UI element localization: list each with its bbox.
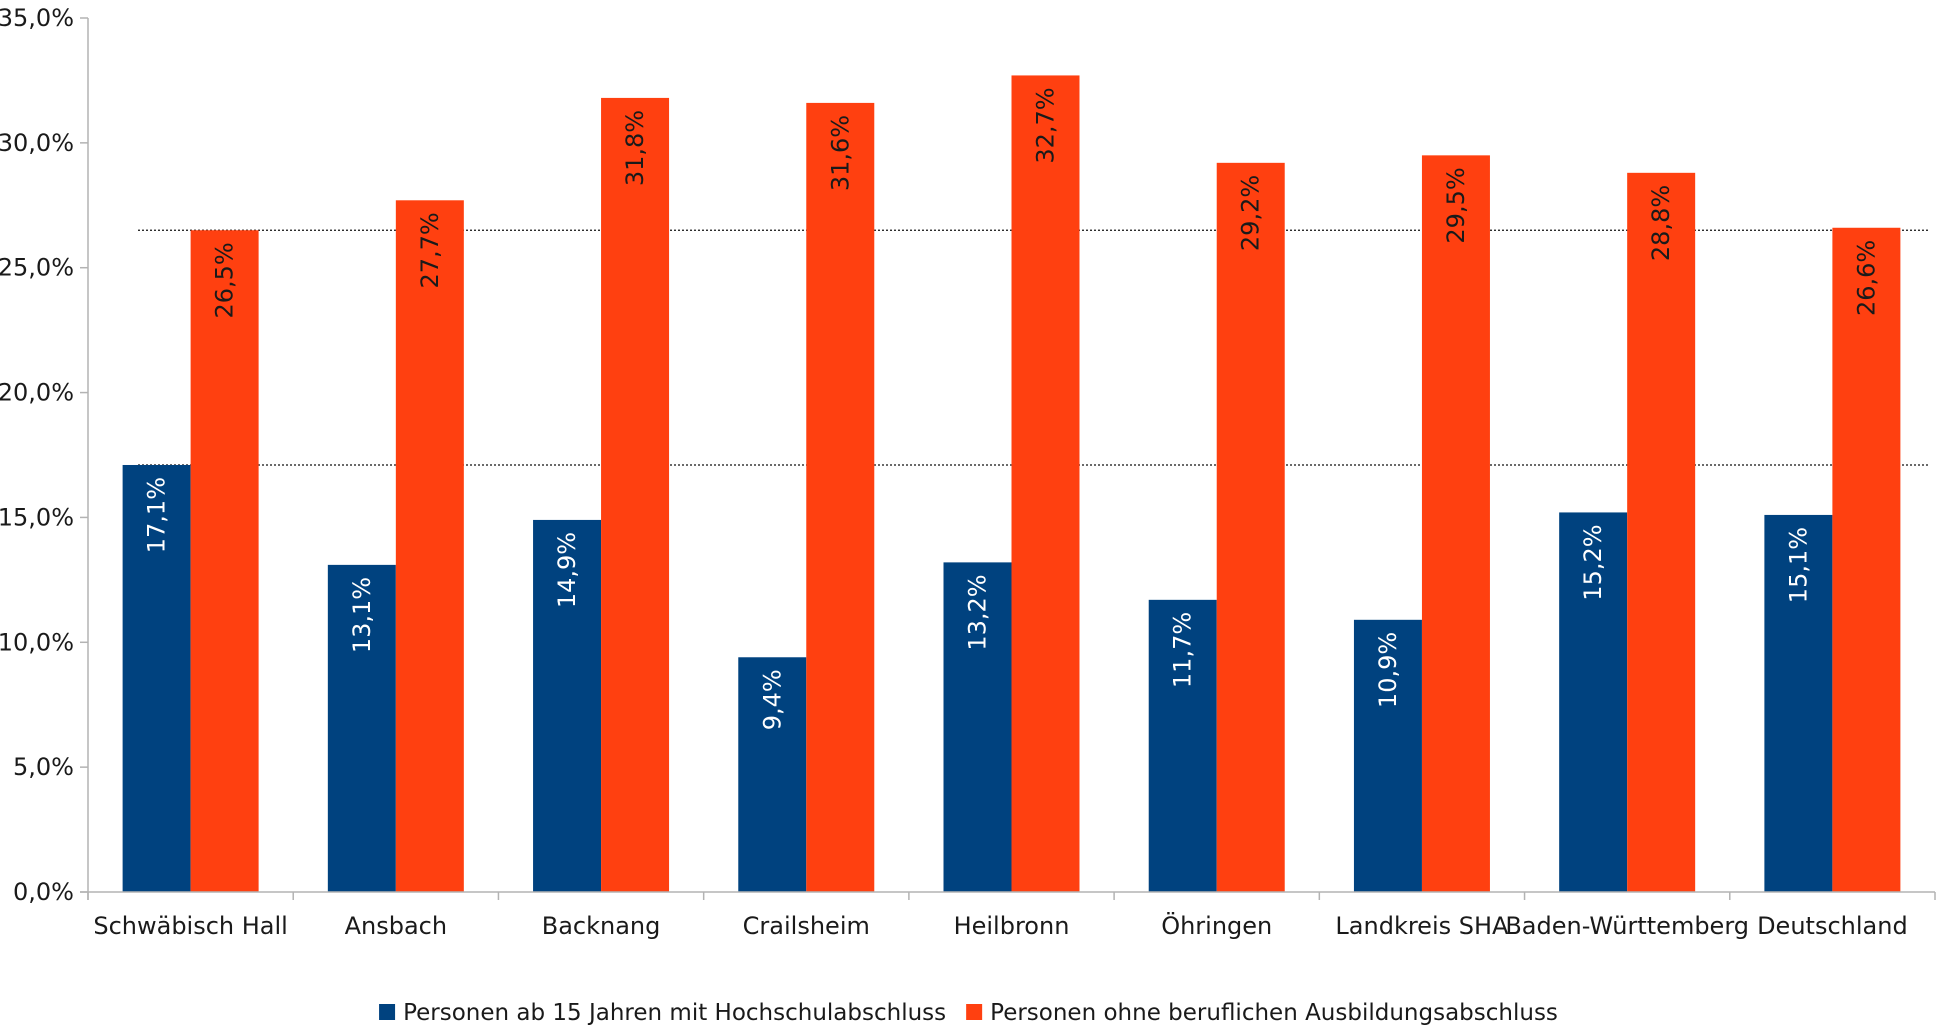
bar: [327, 564, 396, 892]
y-tick-label: 20,0%: [0, 379, 74, 407]
x-tick-label: Ansbach: [345, 912, 447, 940]
bar: [395, 200, 464, 892]
bar: [1559, 512, 1628, 892]
data-label: 29,2%: [1237, 175, 1265, 251]
data-label: 15,1%: [1784, 527, 1812, 603]
x-tick-label: Crailsheim: [743, 912, 870, 940]
bar: [601, 97, 670, 892]
x-tick-label: Backnang: [542, 912, 661, 940]
axes: 0,0% 5,0% 10,0% 15,0% 20,0% 25,0% 30,0% 35,0% Sc…: [0, 4, 1936, 940]
data-label: 31,6%: [826, 115, 854, 191]
bar: [943, 562, 1012, 892]
bar: [1216, 162, 1285, 892]
data-label: 26,5%: [211, 242, 239, 318]
bar: [190, 230, 259, 892]
bar: [1421, 155, 1490, 893]
data-label: 32,7%: [1032, 87, 1060, 163]
data-label: 27,7%: [416, 212, 444, 288]
x-tick-label: Heilbronn: [954, 912, 1070, 940]
data-label: 29,5%: [1442, 167, 1470, 243]
y-tick-label: 0,0%: [13, 878, 74, 906]
bar: [806, 102, 875, 893]
bar: [533, 519, 602, 892]
data-label: 10,9%: [1374, 632, 1402, 708]
legend-swatch: [379, 1004, 396, 1020]
bar: [122, 464, 191, 892]
x-tick-label: Öhringen: [1161, 911, 1272, 940]
x-tick-label: Baden-Württemberg: [1505, 912, 1749, 940]
data-label: 26,6%: [1852, 240, 1880, 316]
bar: [1148, 599, 1217, 892]
data-label: 9,4%: [758, 669, 786, 730]
x-tick-label: Schwäbisch Hall: [93, 912, 288, 940]
bar: [738, 657, 807, 892]
y-tick-label: 5,0%: [13, 753, 74, 781]
y-tick-label: 25,0%: [0, 254, 74, 282]
data-label: 11,7%: [1169, 612, 1197, 688]
bar: [1764, 514, 1833, 892]
y-tick-label: 10,0%: [0, 628, 74, 656]
data-label: 13,1%: [348, 577, 376, 653]
bar: [1832, 227, 1901, 892]
y-tick-label: 35,0%: [0, 4, 74, 32]
data-label: 14,9%: [553, 532, 581, 608]
bars: [122, 75, 1901, 893]
legend-label: Personen ab 15 Jahren mit Hochschulabsch…: [403, 1000, 946, 1026]
legend-swatch: [966, 1004, 983, 1020]
data-label: 31,8%: [621, 110, 649, 186]
y-tick-label: 30,0%: [0, 129, 74, 157]
x-tick-label: Deutschland: [1757, 912, 1908, 940]
bar: [1627, 172, 1696, 892]
data-label: 28,8%: [1647, 185, 1675, 261]
data-label: 17,1%: [143, 477, 171, 553]
data-labels: 17,1% 13,1% 14,9% 9,4% 13,2% 11,7% 10,9% 15,2% 1…: [143, 87, 1881, 730]
x-tick-label: Landkreis SHA: [1335, 912, 1509, 940]
legend: Personen ab 15 Jahren mit Hochschulabsch…: [379, 1000, 1558, 1026]
data-label: 15,2%: [1579, 524, 1607, 600]
y-tick-label: 15,0%: [0, 503, 74, 531]
bar: [1011, 75, 1080, 893]
bar: [1353, 619, 1422, 892]
legend-label: Personen ohne beruflichen Ausbildungsabs…: [990, 1000, 1558, 1026]
data-label: 13,2%: [964, 574, 992, 650]
